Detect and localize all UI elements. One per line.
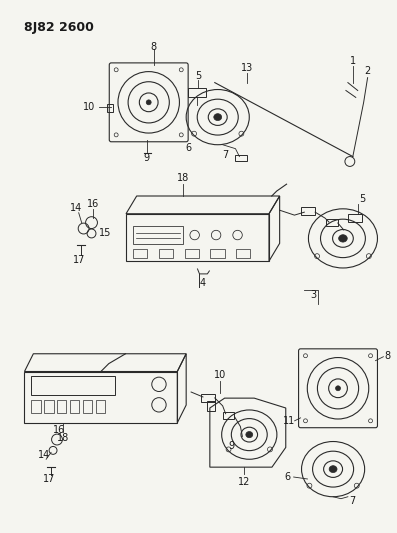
Bar xyxy=(348,214,362,222)
Ellipse shape xyxy=(329,466,337,473)
Text: 17: 17 xyxy=(73,255,85,265)
Text: 6: 6 xyxy=(285,472,291,482)
Ellipse shape xyxy=(246,432,253,438)
Text: 7: 7 xyxy=(222,150,229,159)
Bar xyxy=(31,376,115,395)
Text: 14: 14 xyxy=(38,450,50,461)
Text: 15: 15 xyxy=(99,229,112,238)
Bar xyxy=(44,400,54,413)
Text: 10: 10 xyxy=(214,370,226,381)
Text: 5: 5 xyxy=(360,194,366,204)
Text: 14: 14 xyxy=(69,203,82,213)
Text: 16: 16 xyxy=(87,199,100,209)
Bar xyxy=(107,104,113,112)
Bar xyxy=(210,249,225,258)
Text: 8: 8 xyxy=(150,42,157,52)
Bar xyxy=(201,394,215,402)
Bar xyxy=(207,401,215,411)
Text: 3: 3 xyxy=(310,289,316,300)
Bar xyxy=(301,207,315,215)
Text: 18: 18 xyxy=(56,433,69,442)
Circle shape xyxy=(335,386,341,391)
Circle shape xyxy=(146,100,151,105)
Bar xyxy=(185,249,199,258)
Bar xyxy=(133,225,183,244)
Bar xyxy=(236,249,251,258)
Text: 10: 10 xyxy=(83,102,96,112)
Text: 8: 8 xyxy=(384,351,390,361)
Text: 5: 5 xyxy=(195,71,201,80)
Text: 16: 16 xyxy=(53,425,65,435)
Text: 11: 11 xyxy=(283,416,295,426)
Bar xyxy=(159,249,173,258)
Text: 9: 9 xyxy=(144,152,150,163)
Text: 2: 2 xyxy=(364,66,371,76)
Bar xyxy=(56,400,67,413)
Text: 12: 12 xyxy=(238,477,251,487)
Text: 4: 4 xyxy=(199,278,206,288)
Bar xyxy=(31,400,40,413)
Bar xyxy=(188,87,206,98)
Text: 18: 18 xyxy=(177,173,189,183)
Text: 6: 6 xyxy=(185,143,191,152)
Text: 8J82 2600: 8J82 2600 xyxy=(25,21,94,35)
Bar xyxy=(96,400,106,413)
Text: 17: 17 xyxy=(43,474,55,484)
Bar xyxy=(223,411,235,418)
Bar xyxy=(69,400,79,413)
Bar xyxy=(235,155,247,161)
Bar xyxy=(83,400,93,413)
Text: 1: 1 xyxy=(350,56,356,66)
Text: 7: 7 xyxy=(350,496,356,506)
Ellipse shape xyxy=(339,235,347,242)
Ellipse shape xyxy=(214,114,222,120)
Bar xyxy=(326,219,338,226)
Text: 9: 9 xyxy=(228,441,235,451)
Text: 13: 13 xyxy=(241,63,253,73)
Bar xyxy=(133,249,147,258)
